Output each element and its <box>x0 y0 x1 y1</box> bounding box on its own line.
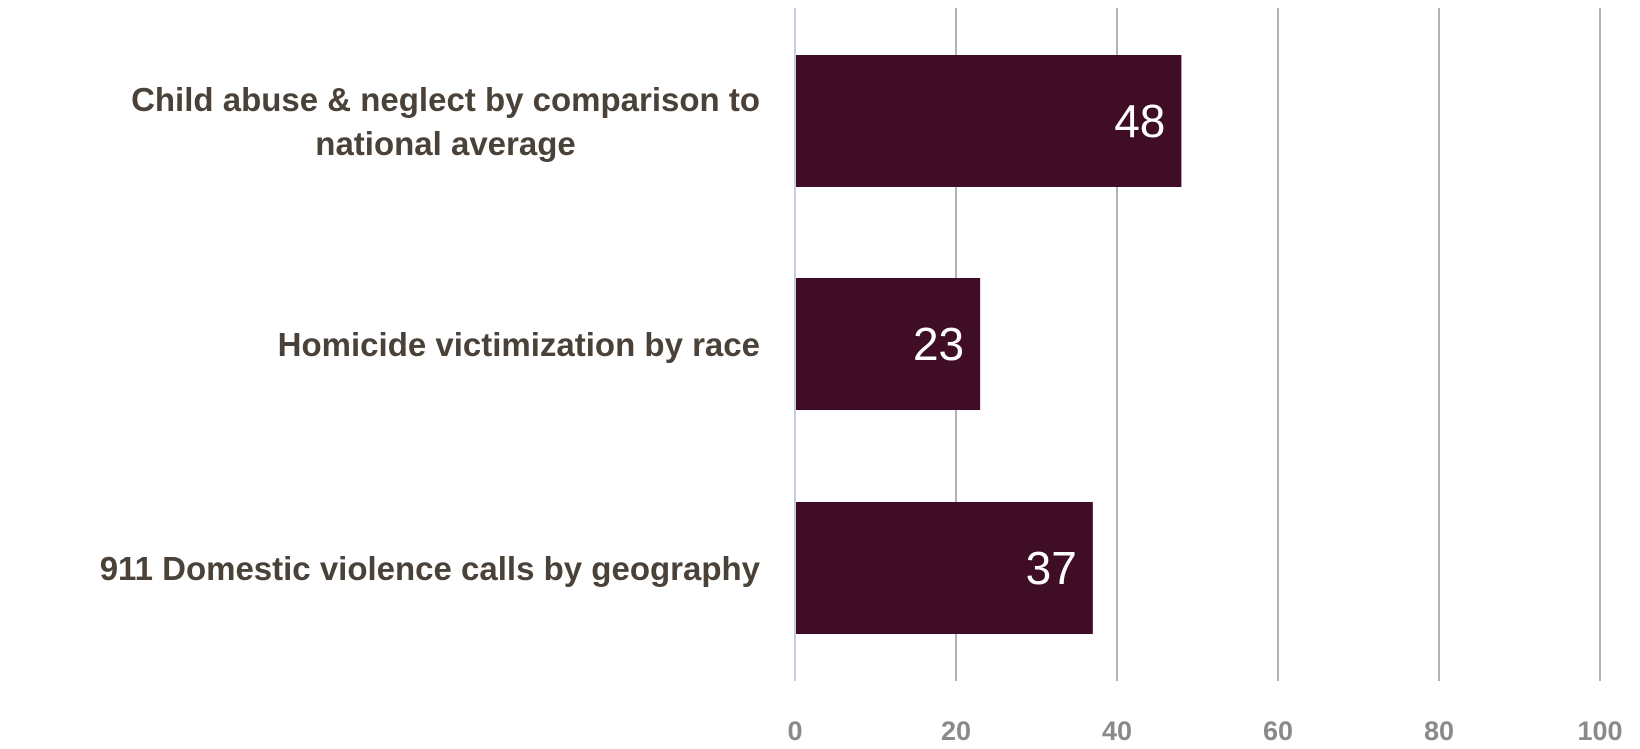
category-label-line: national average <box>315 125 575 162</box>
category-label-line: 911 Domestic violence calls by geography <box>100 550 761 587</box>
x-tick-label: 40 <box>1102 716 1132 746</box>
x-tick-label: 100 <box>1577 716 1622 746</box>
data-label: 37 <box>1026 542 1077 594</box>
x-axis-tick-labels: 0 20 40 60 80 100 <box>787 716 1622 746</box>
category-label: Homicide victimization by race <box>278 326 760 363</box>
x-tick-label: 20 <box>941 716 971 746</box>
bar <box>795 502 1093 634</box>
bars <box>795 55 1182 634</box>
category-labels: Child abuse & neglect by comparison to na… <box>100 81 761 587</box>
data-label: 48 <box>1114 95 1165 147</box>
category-label-line: Child abuse & neglect by comparison to <box>131 81 760 118</box>
bar <box>795 278 981 410</box>
x-tick-label: 0 <box>787 716 802 746</box>
data-labels: 48 23 37 <box>913 95 1165 594</box>
category-label-line: Homicide victimization by race <box>278 326 760 363</box>
x-tick-label: 80 <box>1424 716 1454 746</box>
bar <box>795 55 1182 187</box>
category-label: 911 Domestic violence calls by geography <box>100 550 761 587</box>
x-tick-label: 60 <box>1263 716 1293 746</box>
data-label: 23 <box>913 318 964 370</box>
category-label: Child abuse & neglect by comparison to na… <box>131 81 760 162</box>
